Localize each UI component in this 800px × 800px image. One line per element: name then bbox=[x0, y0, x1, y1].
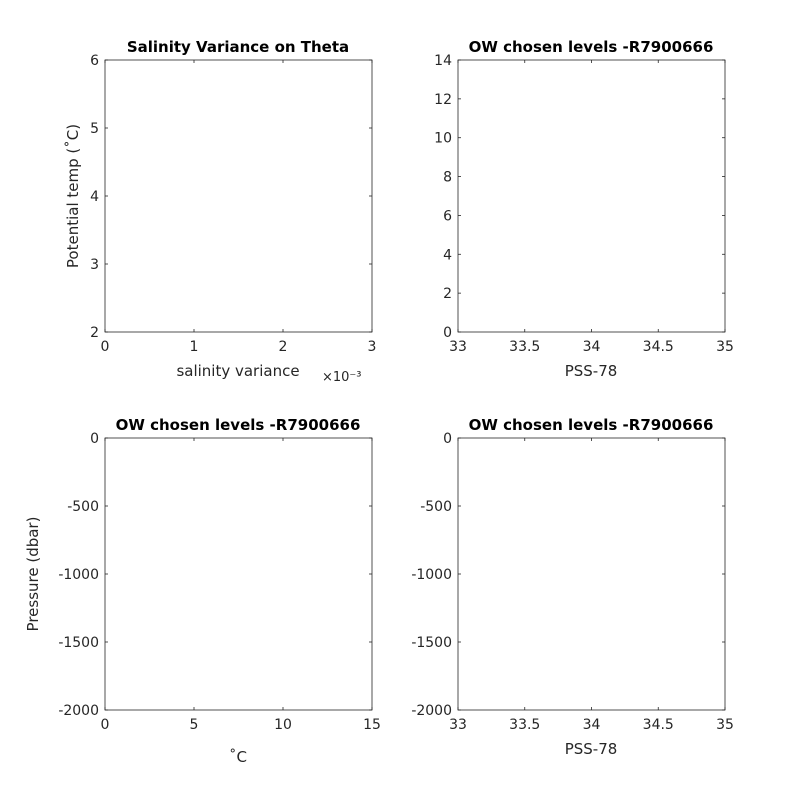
x-tick-label: 0 bbox=[101, 339, 110, 355]
x-axis-exponent: ×10⁻³ bbox=[322, 370, 362, 385]
y-tick-label: 12 bbox=[434, 92, 452, 108]
x-tick-label: 2 bbox=[279, 339, 288, 355]
plot-area bbox=[104, 437, 373, 711]
x-axis-label: PSS-78 bbox=[565, 362, 618, 380]
x-tick-label: 34 bbox=[583, 339, 601, 355]
x-tick-label: 15 bbox=[363, 717, 381, 733]
x-tick-label: 33.5 bbox=[509, 339, 540, 355]
panel-title: OW chosen levels -R7900666 bbox=[116, 416, 361, 434]
y-tick-label: 3 bbox=[90, 257, 99, 273]
x-tick-label: 33 bbox=[449, 717, 467, 733]
x-tick-label: 35 bbox=[716, 339, 734, 355]
plot-area bbox=[457, 437, 726, 711]
panel-salinity-variance: Salinity Variance on Theta salinity vari… bbox=[64, 38, 376, 385]
x-tick-label: 1 bbox=[190, 339, 199, 355]
y-tick-label: -1500 bbox=[411, 635, 452, 651]
y-tick-label: -2000 bbox=[411, 703, 452, 719]
x-tick-label: 3 bbox=[368, 339, 377, 355]
x-tick-label: 34 bbox=[583, 717, 601, 733]
panel-salinity-pressure: OW chosen levels -R7900666 PSS-78 33 33.5… bbox=[411, 416, 734, 758]
y-tick-label: 4 bbox=[90, 189, 99, 205]
panel-temperature-pressure: OW chosen levels -R7900666 ˚C Pressure (… bbox=[24, 416, 381, 766]
x-tick-label: 34.5 bbox=[643, 717, 674, 733]
x-tick-label: 0 bbox=[101, 717, 110, 733]
y-axis-label: Pressure (dbar) bbox=[24, 517, 42, 632]
y-tick-label: 14 bbox=[434, 53, 452, 69]
y-tick-label: -2000 bbox=[58, 703, 99, 719]
y-tick-label: 6 bbox=[443, 208, 452, 224]
y-tick-label: -500 bbox=[67, 499, 99, 515]
plot-area bbox=[104, 59, 373, 333]
panel-title: OW chosen levels -R7900666 bbox=[469, 416, 714, 434]
x-tick-label: 5 bbox=[190, 717, 199, 733]
y-tick-label: -1000 bbox=[411, 567, 452, 583]
y-tick-label: -1500 bbox=[58, 635, 99, 651]
x-tick-label: 35 bbox=[716, 717, 734, 733]
y-axis-label: Potential temp (˚C) bbox=[64, 124, 82, 268]
x-axis-label: PSS-78 bbox=[565, 740, 618, 758]
y-tick-label: 5 bbox=[90, 121, 99, 137]
y-tick-label: 2 bbox=[90, 325, 99, 341]
y-tick-label: -500 bbox=[420, 499, 452, 515]
y-tick-label: 6 bbox=[90, 53, 99, 69]
y-tick-label: 0 bbox=[443, 325, 452, 341]
x-tick-label: 33 bbox=[449, 339, 467, 355]
x-tick-label: 33.5 bbox=[509, 717, 540, 733]
x-tick-label: 34.5 bbox=[643, 339, 674, 355]
panel-title: OW chosen levels -R7900666 bbox=[469, 38, 714, 56]
panel-title: Salinity Variance on Theta bbox=[127, 38, 349, 56]
panel-theta-salinity: OW chosen levels -R7900666 PSS-78 33 33.5… bbox=[434, 38, 734, 380]
y-tick-label: -1000 bbox=[58, 567, 99, 583]
y-tick-label: 10 bbox=[434, 131, 452, 147]
x-axis-label: ˚C bbox=[229, 748, 247, 766]
y-tick-label: 8 bbox=[443, 170, 452, 186]
y-tick-label: 0 bbox=[443, 431, 452, 447]
x-axis-label: salinity variance bbox=[176, 362, 299, 380]
y-tick-label: 4 bbox=[443, 247, 452, 263]
y-tick-label: 2 bbox=[443, 286, 452, 302]
plot-area bbox=[457, 59, 726, 333]
y-tick-label: 0 bbox=[90, 431, 99, 447]
x-tick-label: 10 bbox=[274, 717, 292, 733]
